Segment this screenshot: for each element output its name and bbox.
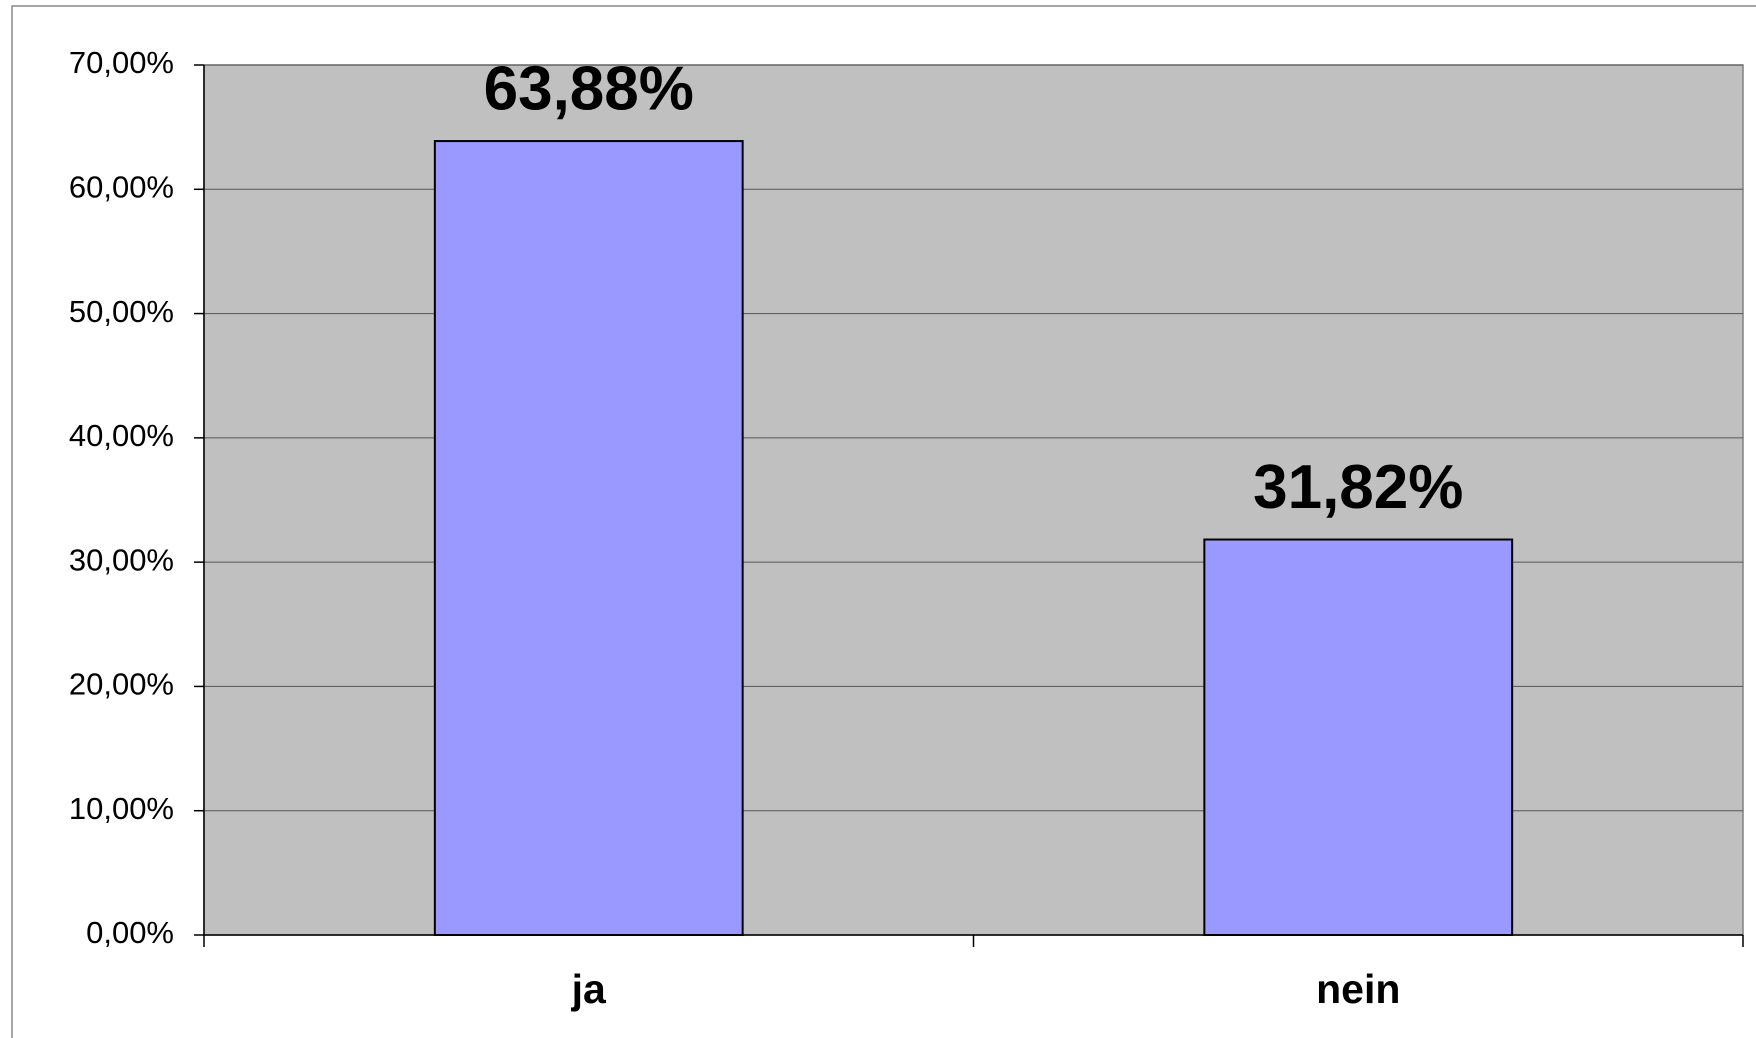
- x-tick-label: nein: [1316, 966, 1400, 1012]
- value-label: 31,82%: [1253, 453, 1463, 522]
- y-tick-label: 70,00%: [69, 45, 174, 80]
- y-tick-label: 50,00%: [69, 294, 174, 329]
- x-tick-label: ja: [571, 966, 607, 1012]
- value-label: 63,88%: [484, 54, 694, 123]
- bar: [1203, 538, 1514, 936]
- y-tick-label: 0,00%: [86, 915, 174, 950]
- y-tick-label: 30,00%: [69, 542, 174, 577]
- y-tick-label: 60,00%: [69, 169, 174, 204]
- chart-frame: [11, 5, 1756, 1038]
- y-tick-label: 20,00%: [69, 667, 174, 702]
- y-tick-label: 10,00%: [69, 791, 174, 826]
- y-tick-label: 40,00%: [69, 418, 174, 453]
- bar: [433, 140, 744, 936]
